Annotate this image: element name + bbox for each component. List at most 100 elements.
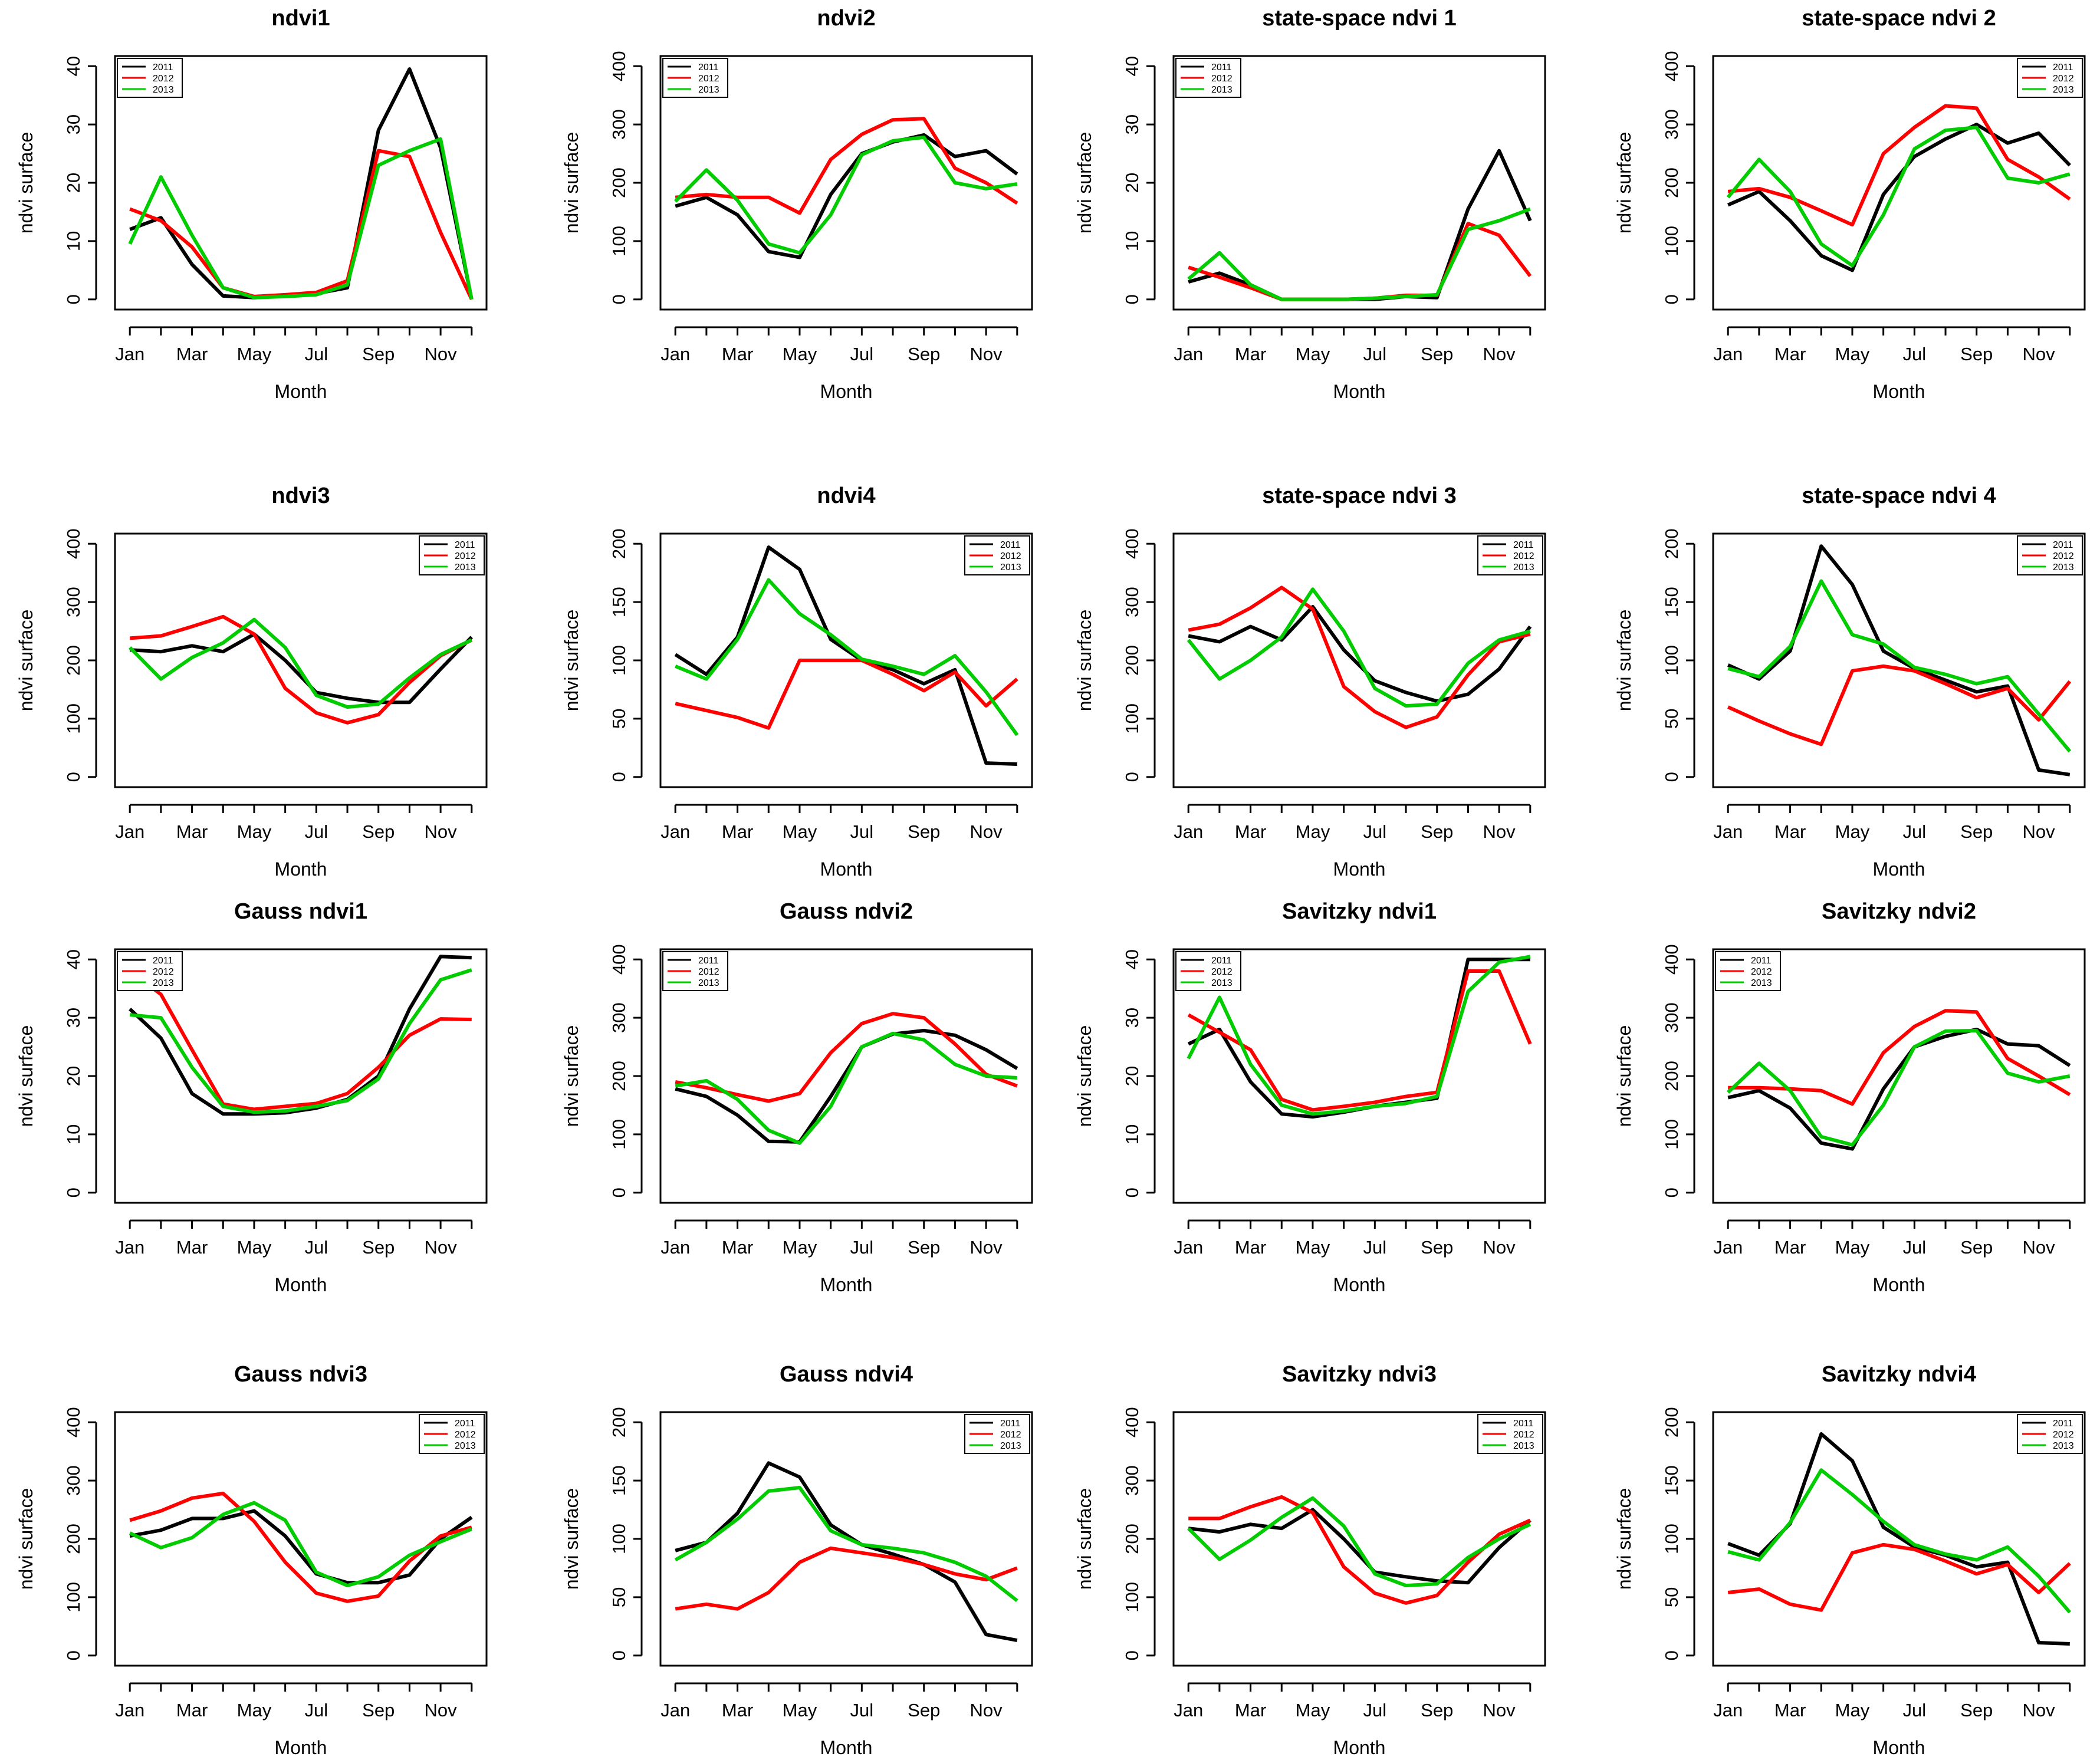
y-tick-label: 100 <box>63 703 84 734</box>
series-line-2013 <box>675 578 1019 736</box>
y-tick-label: 50 <box>1661 1587 1682 1607</box>
y-tick-label: 0 <box>1661 294 1682 304</box>
legend-label: 2012 <box>1000 1430 1021 1440</box>
x-tick-label: Nov <box>970 1237 1003 1258</box>
series-line-2013 <box>1727 1028 2071 1147</box>
legend-label: 2013 <box>455 1441 476 1451</box>
x-tick-label: Jul <box>850 821 874 842</box>
x-tick-label: Jul <box>1903 1237 1927 1258</box>
legend-label: 2012 <box>1751 967 1772 977</box>
panel-2: ndvi2 0 100 200 300 400 Jan Mar May Jul Sep Nov Mont… <box>561 6 1033 402</box>
y-tick-label: 50 <box>609 709 629 729</box>
y-tick-label: 40 <box>1122 56 1142 76</box>
y-axis-title: ndvi surface <box>561 610 582 712</box>
legend-label: 2013 <box>1000 1441 1021 1451</box>
y-tick-label: 40 <box>63 949 84 969</box>
y-tick-label: 200 <box>609 528 629 559</box>
x-tick-label: Nov <box>2023 344 2056 364</box>
x-tick-label: Sep <box>362 344 395 364</box>
panel-16: Savitzky ndvi4 0 50 100 150 200 Jan Mar May Jul Se… <box>1613 1362 2086 1758</box>
x-axis-title: Month <box>275 1274 327 1295</box>
legend-label: 2013 <box>1211 85 1233 95</box>
series-line-2011 <box>130 632 473 705</box>
legend-label: 2011 <box>153 956 173 966</box>
x-tick-label: Jan <box>660 1700 690 1720</box>
y-tick-label: 20 <box>63 1066 84 1086</box>
y-tick-label: 300 <box>609 109 629 140</box>
panel-1: ndvi1 0 10 20 30 40 Jan Mar May Jul Sep Nov Month ndv… <box>15 6 488 402</box>
y-tick-label: 10 <box>63 1124 84 1144</box>
plot-frame <box>1712 948 2086 1204</box>
x-tick-label: Mar <box>1774 344 1806 364</box>
chart-title: Savitzky ndvi1 <box>1282 899 1437 924</box>
x-tick-label: Nov <box>425 821 458 842</box>
x-tick-label: Jul <box>1363 1237 1387 1258</box>
x-tick-label: Mar <box>722 344 753 364</box>
x-tick-label: May <box>237 344 272 364</box>
series-line-2012 <box>1188 1495 1532 1605</box>
x-axis-title: Month <box>1873 381 1925 402</box>
y-tick-label: 0 <box>609 1187 629 1198</box>
legend-label: 2013 <box>2053 85 2074 95</box>
x-tick-label: Jul <box>1903 1700 1927 1720</box>
x-tick-label: Jan <box>1174 821 1203 842</box>
y-tick-label: 0 <box>63 1650 84 1660</box>
y-axis-title: ndvi surface <box>1613 1488 1635 1590</box>
series-line-2012 <box>129 969 472 1111</box>
legend-label: 2012 <box>1211 967 1233 977</box>
y-tick-label: 200 <box>1661 528 1682 559</box>
x-tick-label: Jan <box>115 1237 144 1258</box>
series-line-2011 <box>1727 1027 2071 1151</box>
legend-box <box>2017 535 2083 575</box>
x-tick-label: Sep <box>908 821 940 842</box>
x-tick-label: Jan <box>115 344 144 364</box>
x-tick-label: Mar <box>176 821 208 842</box>
x-tick-label: Sep <box>362 1700 395 1720</box>
x-tick-label: Sep <box>1960 344 1993 364</box>
series-line-2011 <box>1727 544 2071 777</box>
y-tick-label: 200 <box>1122 1524 1142 1554</box>
series-line-2013 <box>1727 1468 2072 1614</box>
series-line-2013 <box>1187 955 1531 1116</box>
y-tick-label: 200 <box>609 167 629 198</box>
x-tick-label: Jan <box>1174 344 1203 364</box>
y-axis-title: ndvi surface <box>561 1488 582 1590</box>
x-tick-label: Sep <box>362 1237 395 1258</box>
plot-frame <box>659 948 1033 1204</box>
series-line-2013 <box>1187 587 1531 708</box>
chart-title: ndvi4 <box>817 483 875 508</box>
plot-frame <box>1172 948 1546 1204</box>
y-tick-label: 40 <box>1122 949 1142 969</box>
y-tick-label: 150 <box>609 587 629 617</box>
chart-title: state-space ndvi 3 <box>1262 483 1456 508</box>
y-tick-label: 150 <box>1661 587 1682 617</box>
y-tick-label: 0 <box>1122 772 1142 782</box>
x-tick-label: Nov <box>2023 1700 2056 1720</box>
legend-label: 2011 <box>1513 1419 1534 1429</box>
x-tick-label: Nov <box>425 344 458 364</box>
chart-title: Gauss ndvi2 <box>780 899 913 924</box>
x-tick-label: Mar <box>722 821 753 842</box>
legend-label: 2012 <box>1513 551 1534 561</box>
legend-label: 2013 <box>698 85 719 95</box>
x-axis-title: Month <box>1333 381 1386 402</box>
x-tick-label: May <box>237 821 272 842</box>
series-line-2013 <box>1726 126 2071 268</box>
series-line-2012 <box>675 1012 1018 1103</box>
x-tick-label: Sep <box>908 1237 940 1258</box>
plot-frame <box>1172 532 1546 788</box>
y-axis-title: ndvi surface <box>15 610 37 712</box>
legend-label: 2012 <box>153 74 174 84</box>
chart-title: state-space ndvi 4 <box>1802 483 1996 508</box>
legend-label: 2013 <box>1513 562 1534 573</box>
x-tick-label: Nov <box>425 1237 458 1258</box>
legend-label: 2011 <box>1513 540 1534 550</box>
x-tick-label: Jul <box>1363 821 1387 842</box>
plot-frame <box>659 55 1033 311</box>
x-tick-label: May <box>237 1700 272 1720</box>
